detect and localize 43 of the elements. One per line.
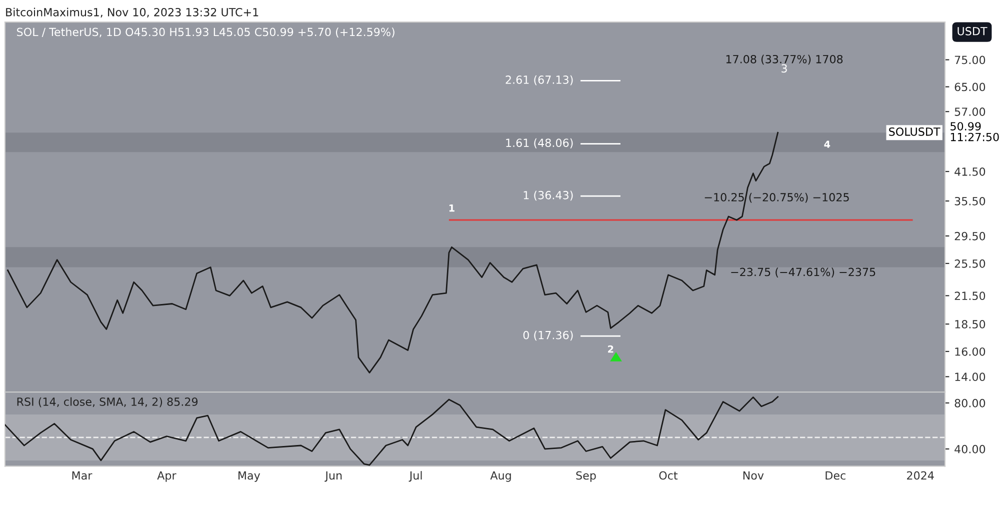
y-tick-label: 80.00 [954, 398, 986, 408]
annotation: 3 [782, 64, 787, 73]
ref-line-label: 1 (36.43) [524, 190, 573, 201]
y-tick-label: 18.50 [955, 320, 986, 328]
x-tick-label: Apr [157, 471, 176, 482]
x-tick-label: Aug [490, 471, 511, 482]
chart-title: RSI (14, close, SMA, 14, 2) 85.29 [17, 397, 198, 408]
annotation: SOLUSDT [889, 127, 940, 136]
x-tick-label: Dec [826, 471, 846, 480]
y-tick-label: 29.50 [954, 232, 986, 240]
text: USDT [958, 26, 988, 36]
ref-line-label: 0 (17.36) [523, 330, 573, 341]
annotation: 1 [449, 204, 454, 212]
y-tick-label: 41.50 [954, 167, 986, 176]
text: BitcoinMaximus1, Nov 10, 2023 13:32 UTC+1 [6, 8, 258, 18]
y-tick-label: 57.00 [954, 108, 986, 116]
y-tick-label: 65.00 [954, 82, 986, 92]
y-tick-label: 14.00 [955, 372, 986, 382]
annotation: 4 [824, 140, 830, 148]
annotation: 17.08 (33.77%) 1708 [726, 54, 843, 65]
y-tick-label: 40.00 [954, 444, 986, 454]
line-series [5, 396, 779, 466]
annotation: −23.75 (−47.61%) −2375 [731, 268, 876, 278]
annotation: −10.25 (−20.75%) −1025 [704, 192, 849, 203]
chart-title: SOL / TetherUS, 1D O45.30 H51.93 L45.05 C50.99 +5.70 (+12.59%) [17, 28, 394, 38]
x-tick-label: Nov [743, 471, 764, 480]
y-tick-label: 21.50 [954, 292, 986, 300]
y-tick-label: 35.50 [954, 196, 986, 206]
text: 50.99 [950, 122, 981, 130]
ref-line-label: 1.61 (48.06) [506, 138, 573, 148]
x-tick-label: May [238, 471, 260, 482]
y-tick-label: 75.00 [954, 56, 986, 64]
text: 11:27:50 [950, 132, 999, 142]
y-tick-label: 25.50 [954, 259, 986, 268]
x-tick-label: Mar [72, 471, 92, 480]
x-tick-label: Jul [408, 471, 422, 482]
x-tick-label: Oct [659, 471, 678, 480]
annotation: 2 [608, 345, 614, 353]
x-tick-label: Sep [576, 471, 596, 482]
ref-line-label: 2.61 (67.13) [506, 75, 573, 86]
x-tick-label: 2024 [907, 471, 934, 480]
x-tick-label: Jun [324, 471, 342, 482]
y-tick-label: 16.00 [955, 347, 986, 356]
